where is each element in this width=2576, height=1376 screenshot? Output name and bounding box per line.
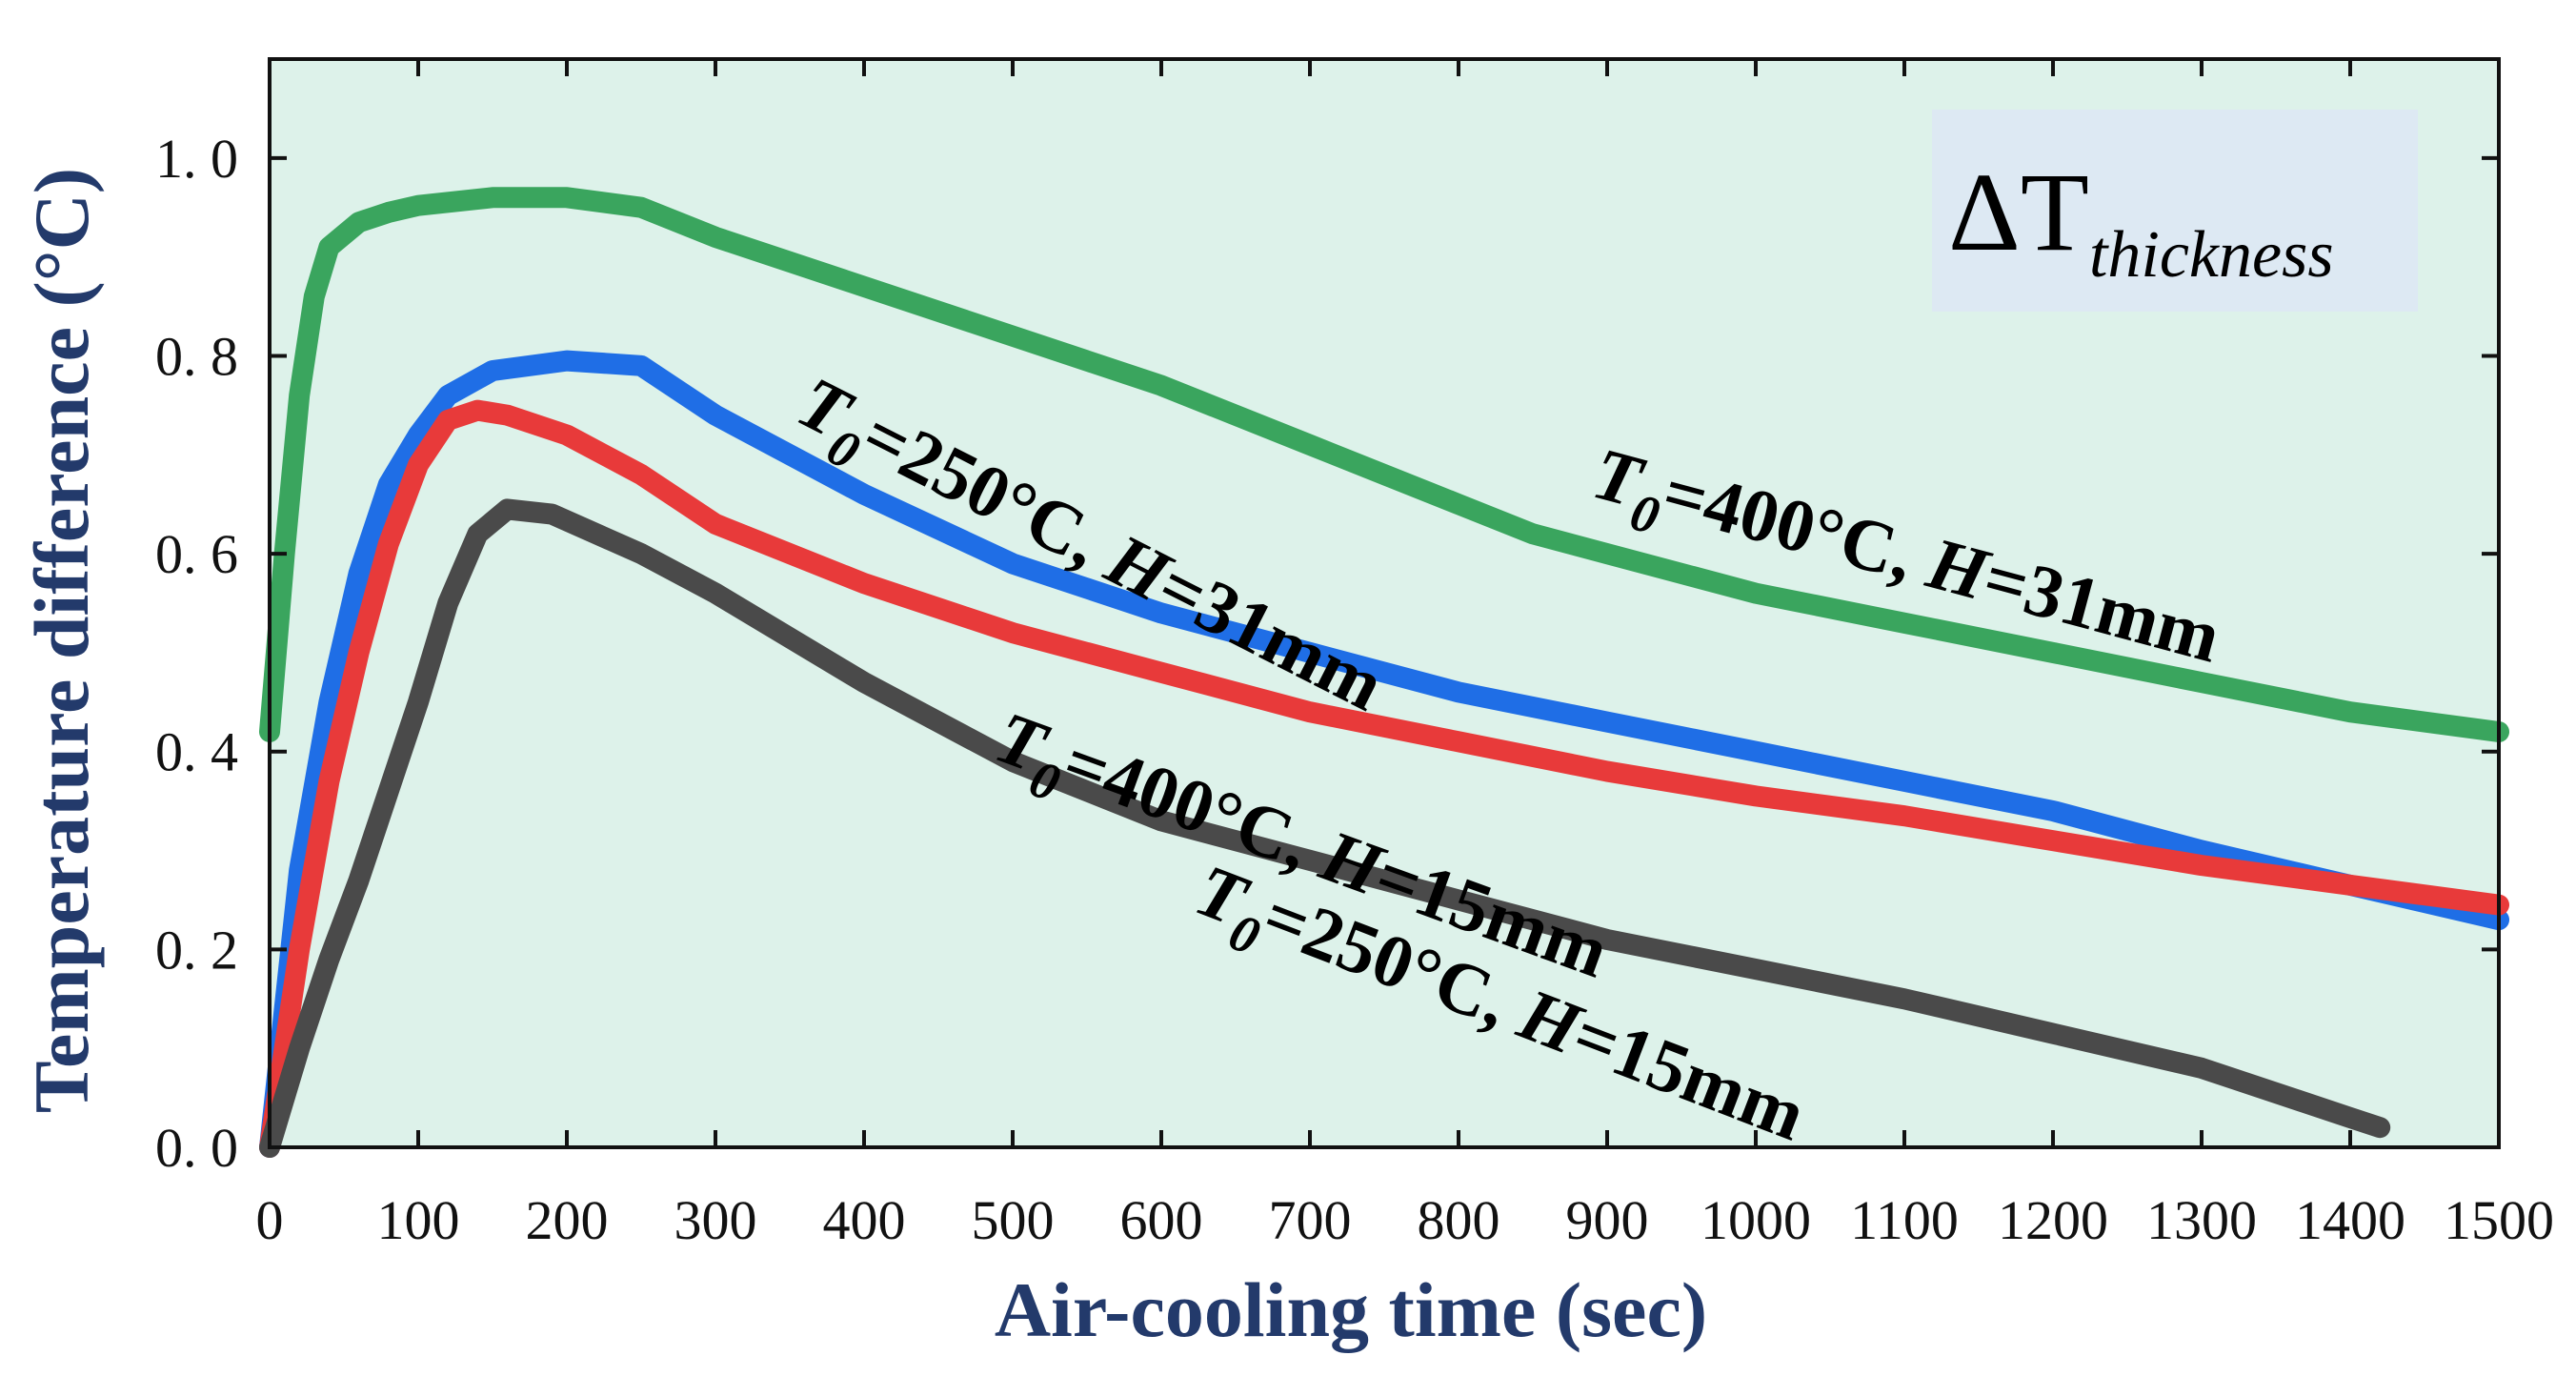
series-line-t250-h31 [259, 350, 2509, 1158]
y-tick-label: 1. 0 [155, 128, 238, 190]
y-tick-label: 0. 0 [155, 1117, 238, 1179]
x-axis-title: Air-cooling time (sec) [995, 1266, 1707, 1353]
ticks-layer [268, 59, 2501, 1149]
x-tick-label: 800 [1418, 1189, 1500, 1251]
x-tick-label: 1100 [1850, 1189, 1959, 1251]
inset-label-symbol: ΔT [1948, 150, 2089, 274]
x-tick-label: 200 [526, 1189, 609, 1251]
x-tick-label: 300 [674, 1189, 757, 1251]
x-tick-labels: 0 100 200 300 400 500 600 700 800 900 1000 1100 1200… [256, 1189, 2555, 1251]
x-tick-label: 0 [256, 1189, 284, 1251]
y-tick-labels: 0. 0 0. 2 0. 4 0. 6 0. 8 1. 0 [155, 128, 238, 1179]
y-tick-label: 0. 4 [155, 721, 238, 783]
series-line-t250-h15 [259, 498, 2391, 1158]
series-line-t400-h31 [259, 187, 2509, 742]
y-tick-label: 0. 2 [155, 919, 238, 981]
inset-label: ΔTthickness [1948, 150, 2334, 292]
x-tick-label: 1300 [2146, 1189, 2257, 1251]
x-tick-label: 500 [972, 1189, 1055, 1251]
y-tick-label: 0. 6 [155, 523, 238, 585]
series-layer [259, 187, 2509, 1158]
series-line-t400-h15 [259, 399, 2509, 1158]
plot-frame [268, 57, 2501, 1149]
x-tick-label: 900 [1566, 1189, 1649, 1251]
inset-box [1932, 110, 2418, 312]
x-tick-label: 1400 [2295, 1189, 2405, 1251]
y-tick-label: 0. 8 [155, 325, 238, 387]
y-axis-title: Temperature difference (°C) [18, 168, 105, 1113]
x-tick-label: 1000 [1701, 1189, 1811, 1251]
x-tick-label: 1500 [2444, 1189, 2554, 1251]
x-tick-label: 1200 [1998, 1189, 2108, 1251]
inset-label-subscript: thickness [2089, 218, 2334, 292]
x-tick-label: 400 [823, 1189, 906, 1251]
x-tick-label: 600 [1120, 1189, 1203, 1251]
x-tick-label: 700 [1269, 1189, 1352, 1251]
x-tick-label: 100 [377, 1189, 460, 1251]
